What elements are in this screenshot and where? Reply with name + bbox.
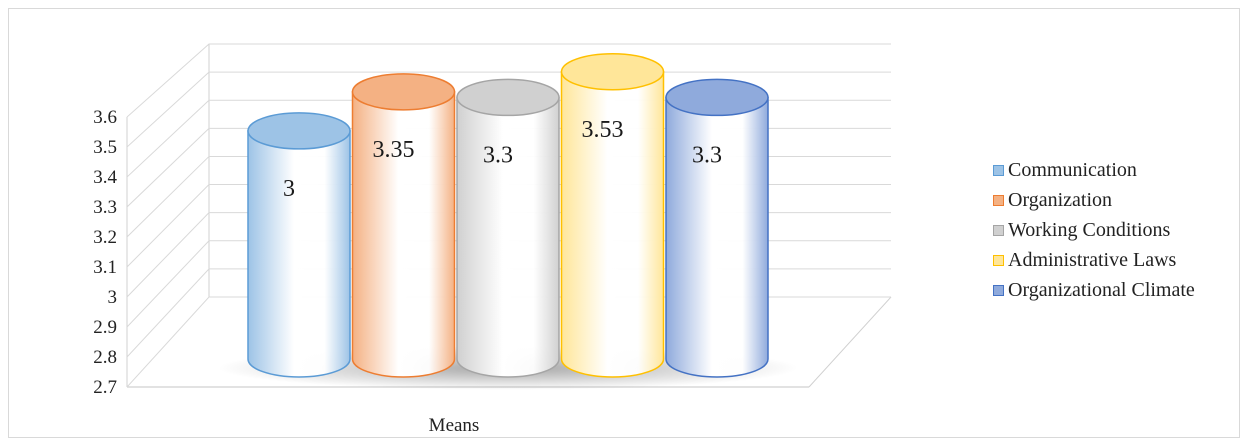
legend-item: Organization xyxy=(993,185,1195,215)
y-tick-label: 3.1 xyxy=(93,257,117,278)
bar-working-conditions xyxy=(456,78,560,378)
y-tick-label: 3.6 xyxy=(93,107,117,128)
x-axis-categories: Means xyxy=(429,415,480,436)
data-label: 3.3 xyxy=(483,142,513,168)
data-label: 3.3 xyxy=(692,142,722,168)
legend-label: Communication xyxy=(1008,158,1137,181)
bar-body xyxy=(247,130,351,378)
legend-item: Working Conditions xyxy=(993,215,1195,245)
y-axis-ticks: 2.7 2.8 2.9 3 3.1 3.2 3.3 3.4 3.5 3.6 xyxy=(93,107,117,398)
bar-body xyxy=(560,71,665,378)
x-category-label: Means xyxy=(429,415,480,436)
bar-top xyxy=(456,78,560,117)
y-tick-label: 3.3 xyxy=(93,197,117,218)
data-label: 3 xyxy=(283,176,295,202)
y-tick-label: 2.9 xyxy=(93,317,117,338)
y-tick-label: 2.7 xyxy=(93,377,117,398)
y-tick-label: 3 xyxy=(108,287,118,308)
bars xyxy=(218,53,798,390)
bar-communication xyxy=(247,112,351,378)
bar-body xyxy=(456,96,560,378)
bar-administrative-laws xyxy=(560,53,665,378)
bar-top xyxy=(665,78,769,117)
legend-item: Organizational Climate xyxy=(993,275,1195,305)
y-tick-label: 3.2 xyxy=(93,227,117,248)
y-tick-label: 3.4 xyxy=(93,167,117,188)
legend-label: Organizational Climate xyxy=(1008,278,1195,301)
legend-label: Organization xyxy=(1008,188,1113,211)
bar-organizational-climate xyxy=(665,78,769,378)
bar-top xyxy=(560,53,665,91)
bar-organization xyxy=(351,73,456,378)
legend-swatch xyxy=(993,164,1004,176)
legend: Communication Organization Working Conditi… xyxy=(993,155,1195,305)
y-tick-label: 3.5 xyxy=(93,137,117,158)
legend-swatch xyxy=(993,194,1004,206)
floor-right-edge xyxy=(808,296,892,388)
data-label: 3.53 xyxy=(582,117,624,143)
y-tick-label: 2.8 xyxy=(93,347,117,368)
legend-label: Administrative Laws xyxy=(1008,248,1177,271)
bar-top xyxy=(351,73,456,111)
legend-label: Working Conditions xyxy=(1008,218,1171,241)
legend-item: Communication xyxy=(993,155,1195,185)
bar-body xyxy=(665,96,769,378)
data-label: 3.35 xyxy=(373,137,415,163)
data-labels: 3 3.35 3.3 3.53 3.3 xyxy=(283,117,722,202)
legend-swatch xyxy=(993,224,1004,236)
gridline xyxy=(126,43,891,118)
legend-item: Administrative Laws xyxy=(993,245,1195,275)
chart-area: 2.7 2.8 2.9 3 3.1 3.2 3.3 3.4 3.5 3.6 3 3.35 3.3 3.5… xyxy=(8,8,1240,438)
bar-body xyxy=(351,91,456,378)
bar-top xyxy=(247,112,351,150)
chart-svg: 2.7 2.8 2.9 3 3.1 3.2 3.3 3.4 3.5 3.6 3 3.35 3.3 3.5… xyxy=(93,43,892,436)
legend-swatch xyxy=(993,284,1004,296)
legend-swatch xyxy=(993,254,1004,266)
